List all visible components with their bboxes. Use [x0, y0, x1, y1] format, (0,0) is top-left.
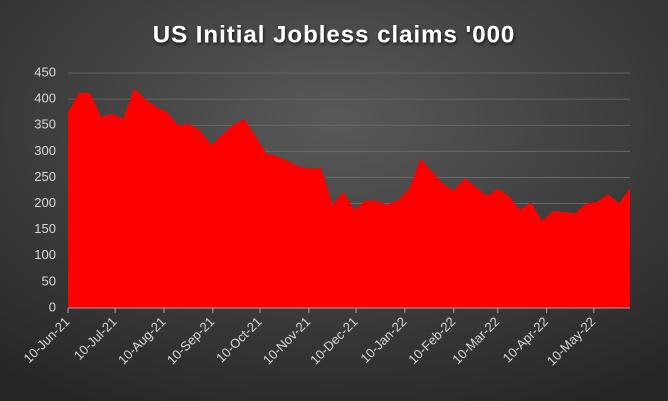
- y-tick-label: 200: [34, 195, 56, 210]
- y-tick-label: 100: [34, 247, 56, 262]
- y-tick-label: 300: [34, 143, 56, 158]
- y-tick-label: 400: [34, 91, 56, 106]
- y-tick-label: 250: [34, 169, 56, 184]
- area: [68, 88, 630, 309]
- y-tick-label: 450: [34, 64, 56, 79]
- y-tick-label: 350: [34, 117, 56, 132]
- y-tick-label: 0: [49, 299, 56, 314]
- chart-title: US Initial Jobless claims '000: [153, 21, 516, 48]
- y-tick-label: 50: [42, 273, 56, 288]
- y-tick-label: 150: [34, 221, 56, 236]
